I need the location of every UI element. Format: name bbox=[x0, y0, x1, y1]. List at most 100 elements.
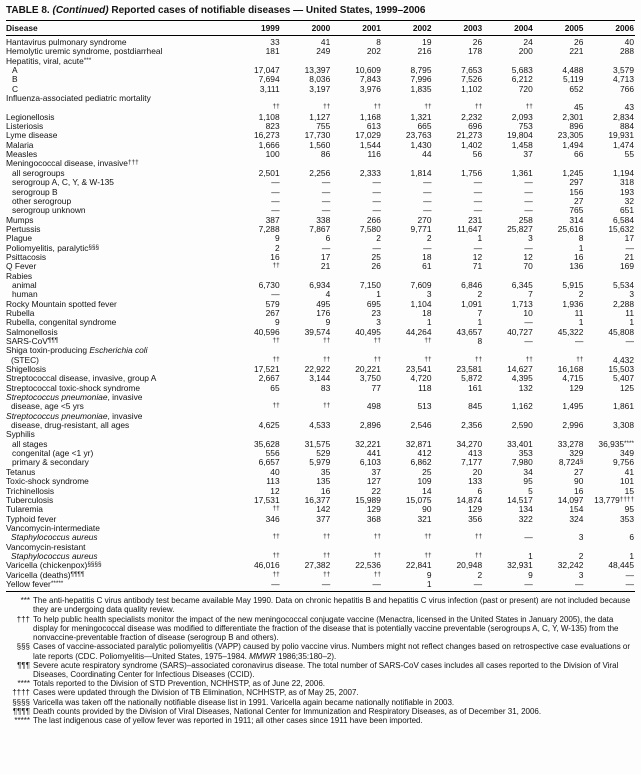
case-count-cell: 95 bbox=[624, 504, 634, 515]
case-count-cell: 1,756 bbox=[461, 167, 483, 178]
case-count-cell: 720 bbox=[518, 83, 533, 94]
disease-label: Trichinellosis bbox=[6, 485, 55, 496]
footnote: †††† Cases were updated through the Divis… bbox=[6, 688, 635, 697]
case-count-cell: 26 bbox=[371, 261, 381, 272]
table-body: Hantavirus pulmonary syndrome 33 41 8 19 26 24… bbox=[6, 36, 635, 592]
table-title-text: Reported cases of notifiable diseases — … bbox=[111, 5, 426, 16]
case-count-cell: 1 bbox=[426, 578, 432, 589]
case-count-cell: 129 bbox=[366, 504, 381, 515]
case-count-cell: 35 bbox=[320, 466, 331, 477]
case-count-cell: — bbox=[625, 578, 634, 589]
column-header-year: 1999 bbox=[230, 20, 281, 36]
disease-label-continued: (STEC) bbox=[11, 354, 39, 365]
column-header-year: 2006 bbox=[584, 20, 635, 36]
case-count-cell: 6,212 bbox=[511, 74, 533, 85]
case-count-cell: — bbox=[625, 242, 634, 253]
case-count-cell: 5,683 bbox=[511, 65, 533, 76]
case-count-cell: 45,808 bbox=[608, 326, 634, 337]
case-count-cell: 324 bbox=[569, 513, 584, 524]
case-count-cell: — bbox=[625, 569, 634, 580]
case-count-cell: 9 bbox=[325, 317, 331, 328]
case-count-cell: 125 bbox=[620, 382, 634, 393]
case-count-cell: †† bbox=[272, 103, 280, 111]
case-count-cell: 8 bbox=[477, 336, 483, 346]
footnote-text: Death counts provided by the Division of… bbox=[33, 706, 542, 716]
case-count-cell: 56 bbox=[472, 149, 483, 160]
disease-label: Typhoid fever bbox=[6, 513, 57, 524]
case-count-cell: 8 bbox=[578, 233, 584, 244]
case-count-cell: 23,581 bbox=[456, 364, 483, 375]
case-count-cell: 23 bbox=[371, 307, 381, 318]
case-count-cell: 1,861 bbox=[613, 401, 634, 412]
case-count-cell: — bbox=[372, 195, 381, 206]
footnote: **** Totals reported to the Division of S… bbox=[6, 679, 635, 688]
case-count-cell: 495 bbox=[316, 298, 331, 309]
case-count-cell: †† bbox=[475, 103, 483, 111]
table-title: TABLE 8. (Continued) Reported cases of n… bbox=[6, 5, 635, 17]
case-count-cell: †† bbox=[272, 533, 280, 541]
case-count-cell: 70 bbox=[523, 261, 533, 272]
column-header-year: 2005 bbox=[533, 20, 585, 36]
table-row: Rubella, congenital syndrome 9 9 3 1 1 — 1 1 bbox=[6, 317, 635, 328]
case-count-cell: — bbox=[575, 336, 584, 346]
case-count-cell: 95 bbox=[523, 476, 533, 487]
case-count-cell: 1,321 bbox=[410, 111, 432, 122]
footnotes-section: *** The anti-hepatitis C virus antibody t… bbox=[6, 596, 635, 725]
table-header: Disease 1999 2000 2001 2002 2003 2004 2005 2006 bbox=[6, 20, 635, 36]
case-count-cell: 24 bbox=[523, 37, 533, 47]
table-row: Streptococcal toxic-shock syndrome 65 83 77… bbox=[6, 382, 635, 393]
table-row: Influenza-associated pediatric mortality bbox=[6, 93, 635, 104]
case-count-cell: 753 bbox=[518, 121, 533, 132]
case-count-cell: 1,127 bbox=[309, 111, 331, 122]
case-count-cell: 2 bbox=[376, 233, 381, 244]
case-count-cell: †† bbox=[323, 533, 331, 541]
case-count-cell: †† bbox=[373, 551, 381, 559]
footnote: ¶¶¶ Severe acute respiratory syndrome (SA… bbox=[6, 661, 635, 679]
case-count-cell: 202 bbox=[366, 46, 381, 57]
case-count-cell: 15,632 bbox=[608, 223, 634, 234]
disease-label: Poliomyelitis, paralytic§§§ bbox=[6, 242, 100, 253]
case-count-cell: 387 bbox=[265, 214, 280, 225]
case-count-cell: 17 bbox=[320, 251, 331, 262]
case-count-cell: 17,531 bbox=[254, 494, 280, 505]
case-count-cell: 1,458 bbox=[511, 139, 533, 150]
case-count-cell: 22,841 bbox=[405, 560, 432, 571]
case-count-cell: 7,288 bbox=[258, 223, 280, 234]
case-count-cell: — bbox=[271, 177, 280, 188]
disease-label: Q Fever bbox=[6, 261, 37, 272]
case-count-cell: 1,104 bbox=[410, 298, 432, 309]
footnote: *** The anti-hepatitis C virus antibody t… bbox=[6, 596, 635, 614]
case-count-cell: 25 bbox=[422, 466, 432, 477]
case-count-cell: 329 bbox=[569, 448, 584, 459]
case-count-cell: 43 bbox=[624, 102, 634, 113]
case-count-cell: 77 bbox=[371, 382, 381, 393]
disease-label: Pertussis bbox=[6, 223, 41, 234]
case-count-cell: 7,609 bbox=[410, 279, 432, 290]
case-count-cell: 16,377 bbox=[304, 494, 331, 505]
case-count-cell: 35,628 bbox=[254, 438, 280, 449]
case-count-cell: 14,097 bbox=[557, 494, 584, 505]
case-count-cell: 27 bbox=[574, 466, 584, 477]
case-count-cell: 3 bbox=[528, 233, 533, 244]
disease-label: Syphilis bbox=[6, 429, 35, 440]
case-count-cell: †† bbox=[424, 336, 432, 344]
disease-label: Lyme disease bbox=[6, 130, 58, 141]
case-count-cell: 6,657 bbox=[258, 457, 280, 468]
case-count-cell: 249 bbox=[316, 46, 331, 57]
case-count-cell: 34 bbox=[523, 466, 533, 477]
case-count-cell: 61 bbox=[422, 261, 432, 272]
case-count-cell: 16 bbox=[574, 485, 584, 496]
case-count-cell: 2,590 bbox=[511, 420, 533, 431]
case-count-cell: 7,526 bbox=[461, 74, 483, 85]
footnote-text: The last indigenous case of yellow fever… bbox=[33, 715, 423, 725]
case-count-cell: 15,503 bbox=[608, 364, 634, 375]
case-count-cell: 216 bbox=[417, 46, 432, 57]
disease-label: Influenza-associated pediatric mortality bbox=[6, 93, 151, 104]
footnote-text: Totals reported to the Division of STD P… bbox=[33, 679, 325, 689]
table-row: Streptococcus pneumoniae, invasive bbox=[6, 392, 635, 402]
case-count-cell: 10 bbox=[523, 307, 533, 318]
case-count-cell: 498 bbox=[366, 401, 381, 412]
case-count-cell: 267 bbox=[265, 307, 280, 318]
case-count-cell: 5 bbox=[528, 485, 533, 496]
table-row: Streptococcus pneumoniae, invasive bbox=[6, 411, 635, 421]
